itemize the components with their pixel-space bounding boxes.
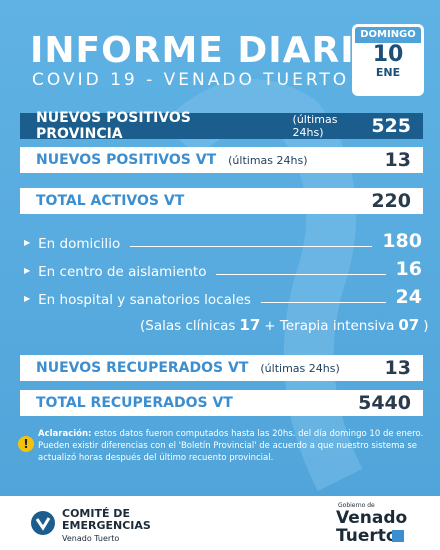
disclaimer: Aclaración: estos datos fueron computado…: [38, 428, 424, 464]
breakdown-item: ▶ En hospital y sanatorios locales 24: [24, 286, 422, 308]
hospital-detail: (Salas clínicas 17 + Terapia intensiva 07): [140, 316, 429, 334]
gov-prefix: Gobierno de: [338, 502, 375, 509]
stat-row: NUEVOS RECUPERADOS VT (últimas 24hs) 13: [20, 355, 423, 381]
warning-icon: !: [18, 436, 34, 452]
calendar-weekday: DOMINGO: [355, 27, 421, 43]
gov-logo: [392, 530, 404, 542]
detail-label: + Terapia intensiva: [264, 318, 395, 334]
gov-line: Venado: [336, 508, 408, 528]
stat-row: TOTAL ACTIVOS VT 220: [20, 188, 423, 214]
subtitle: COVID 19 - VENADO TUERTO: [32, 70, 350, 90]
stat-label: NUEVOS POSITIVOS PROVINCIA: [36, 110, 191, 142]
item-value: 24: [395, 286, 422, 308]
committee-line: EMERGENCIAS: [62, 519, 151, 532]
stat-label: TOTAL ACTIVOS VT: [36, 193, 185, 209]
stat-value: 13: [384, 357, 411, 379]
stat-label: NUEVOS RECUPERADOS VT: [36, 360, 249, 376]
detail-close: ): [423, 318, 429, 334]
item-label: En centro de aislamiento: [38, 264, 207, 280]
stat-label: NUEVOS POSITIVOS VT: [36, 152, 217, 168]
calendar-day: 10: [372, 42, 404, 67]
stat-row: NUEVOS POSITIVOS PROVINCIA (últimas 24hs)…: [20, 110, 423, 142]
stat-value: 220: [371, 190, 411, 212]
calendar-month: ENE: [375, 66, 401, 79]
stat-label: TOTAL RECUPERADOS VT: [36, 395, 233, 411]
committee-logo: [31, 511, 55, 535]
item-value: 16: [395, 258, 422, 280]
committee-city: Venado Tuerto: [62, 534, 120, 543]
stat-note: (últimas 24hs): [228, 153, 308, 167]
breakdown-item: ▶ En centro de aislamiento 16: [24, 258, 422, 280]
committee-line: COMITÉ DE: [62, 507, 130, 520]
calendar: DOMINGO 10 ENE: [352, 24, 424, 96]
detail-value: 17: [239, 316, 261, 334]
item-label: En domicilio: [38, 236, 121, 252]
committee-name: COMITÉ DE EMERGENCIAS: [62, 508, 151, 532]
stat-value: 13: [384, 149, 411, 171]
footer: COMITÉ DE EMERGENCIAS Venado Tuerto Gobie…: [0, 496, 440, 550]
stat-row: TOTAL RECUPERADOS VT 5440: [20, 390, 423, 416]
gov-name: Venado Tuerto: [336, 509, 407, 545]
breakdown-item: ▶ En domicilio 180: [24, 230, 422, 252]
stat-value: 525: [371, 115, 411, 137]
detail-value: 07: [398, 316, 420, 334]
item-value: 180: [382, 230, 422, 252]
stat-note: (últimas 24hs): [260, 361, 340, 375]
disclaimer-text: estos datos fueron computados hasta las …: [38, 429, 424, 463]
item-label: En hospital y sanatorios locales: [38, 292, 251, 308]
gov-line: Tuerto: [336, 526, 398, 546]
stat-row: NUEVOS POSITIVOS VT (últimas 24hs) 13: [20, 147, 423, 173]
disclaimer-label: Aclaración:: [38, 429, 92, 439]
stat-value: 5440: [358, 392, 411, 414]
stat-note: (últimas 24hs): [292, 113, 338, 139]
detail-label: (Salas clínicas: [140, 318, 236, 334]
title: INFORME DIARIO: [30, 30, 387, 71]
